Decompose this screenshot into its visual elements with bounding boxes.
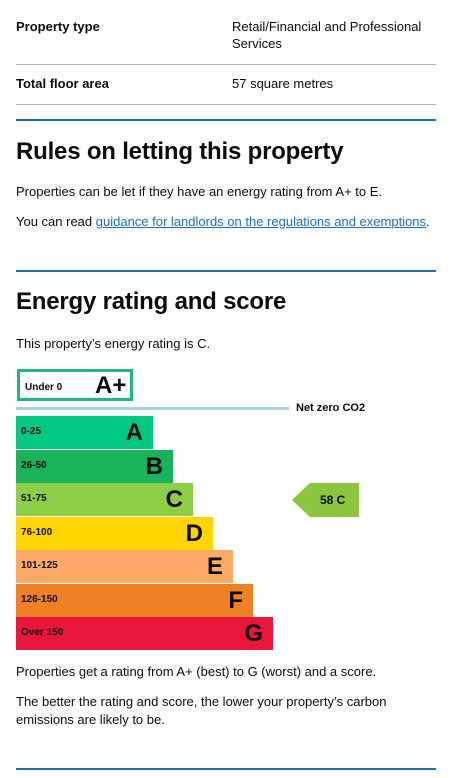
band-range-label: 126-150 xyxy=(21,593,58,605)
band-range-label: Under 0 xyxy=(25,382,63,393)
band-c: 51-75 C xyxy=(16,483,193,516)
energy-heading: Energy rating and score xyxy=(16,288,287,315)
band-range-label: 26-50 xyxy=(21,459,47,471)
energy-footer-1: Properties get a rating from A+ (best) t… xyxy=(16,664,377,679)
summary-row-property-type: Property type Retail/Financial and Profe… xyxy=(16,8,436,65)
band-letter: F xyxy=(228,586,243,614)
band-letter: E xyxy=(206,553,223,580)
band-b: 26-50 B xyxy=(16,449,173,483)
current-rating-marker: 58 C xyxy=(292,483,359,517)
letting-paragraph-2: You can read guidance for landlords on t… xyxy=(16,213,436,231)
summary-key: Property type xyxy=(16,19,100,34)
band-letter: B xyxy=(145,452,163,480)
property-summary: Property type Retail/Financial and Profe… xyxy=(16,8,436,105)
band-letter: D xyxy=(185,519,203,547)
net-zero-label: Net zero CO2 xyxy=(296,402,366,414)
current-rating-label: 58 C xyxy=(320,493,346,507)
letting-text-suffix: . xyxy=(426,214,430,229)
band-letter: G xyxy=(244,620,263,647)
band-range-label: 51-75 xyxy=(21,493,47,504)
net-zero-line xyxy=(16,407,289,410)
letting-paragraph-1: Properties can be let if they have an en… xyxy=(16,184,383,199)
letting-text-prefix: You can read xyxy=(16,214,96,229)
summary-row-floor-area: Total floor area 57 square metres xyxy=(16,65,436,105)
band-range-label: 76-100 xyxy=(21,526,53,538)
band-letter: A xyxy=(125,419,143,446)
energy-intro: This property’s energy rating is C. xyxy=(16,336,211,351)
energy-footer-2: The better the rating and score, the low… xyxy=(16,694,387,727)
summary-value: Retail/Financial and Professional Servic… xyxy=(232,19,422,51)
band-range-label: 0-25 xyxy=(21,426,42,437)
band-range-label: Over 150 xyxy=(21,627,64,638)
band-letter: C xyxy=(165,486,183,513)
band-letter: A+ xyxy=(95,372,127,399)
section-divider xyxy=(16,270,436,272)
section-divider xyxy=(16,768,436,770)
letting-heading: Rules on letting this property xyxy=(16,138,344,165)
energy-rating-chart: Under 0 A+ Net zero CO2 0-25 A 26-50 B 51-75… xyxy=(16,368,436,650)
band-g: Over 150 G xyxy=(16,617,273,650)
band-a: 0-25 A xyxy=(16,416,153,449)
band-d: 76-100 D xyxy=(16,516,213,550)
band-range-label: 101-125 xyxy=(21,560,58,571)
band-f: 126-150 F xyxy=(16,583,253,617)
section-divider xyxy=(16,119,436,121)
band-e: 101-125 E xyxy=(16,550,233,583)
guidance-link[interactable]: guidance for landlords on the regulation… xyxy=(95,214,427,229)
summary-key: Total floor area xyxy=(16,76,109,91)
band-aplus: Under 0 A+ xyxy=(17,369,133,401)
summary-value: 57 square metres xyxy=(232,76,334,91)
